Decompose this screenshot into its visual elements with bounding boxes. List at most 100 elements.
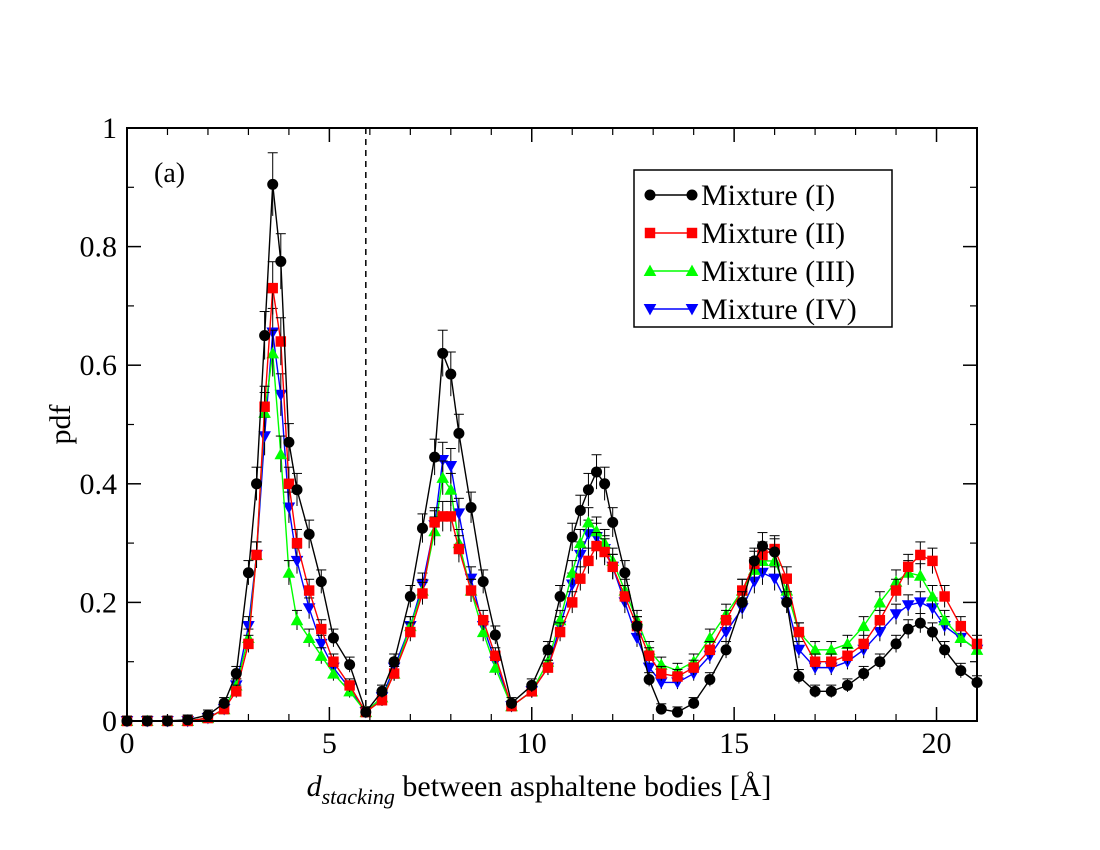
legend-item: Mixture (III) [643, 255, 855, 288]
data-point [575, 573, 586, 584]
data-point [704, 644, 716, 656]
data-point [574, 536, 587, 549]
data-point [926, 626, 938, 638]
data-point [873, 596, 887, 608]
data-point [388, 656, 400, 668]
ticks-layer: 0 5 10 15 20 0 0.2 0.4 0.6 0.8 1 [80, 112, 977, 760]
data-point [809, 685, 821, 697]
data-point [327, 667, 340, 679]
data-point [703, 631, 717, 644]
x-tick-label: 0 [120, 727, 135, 760]
data-point [719, 626, 733, 639]
data-point [417, 588, 428, 599]
data-point [748, 555, 760, 567]
legend-marker [644, 227, 656, 239]
data-point [955, 620, 967, 632]
legend-item: Mixture (I) [644, 179, 835, 212]
data-point [429, 451, 441, 463]
data-point [267, 282, 278, 294]
data-point [231, 686, 242, 697]
y-tick-label: 0.4 [80, 468, 118, 501]
data-point [656, 668, 667, 679]
data-point [809, 656, 821, 667]
data-point [874, 614, 886, 626]
data-point [291, 484, 303, 496]
data-point [282, 566, 296, 578]
data-point [824, 643, 838, 655]
y-tick-label: 0 [102, 705, 117, 738]
data-point [290, 613, 304, 626]
data-point [955, 665, 967, 677]
legend-marker [643, 303, 657, 316]
data-point [436, 471, 450, 483]
data-point [465, 585, 477, 596]
data-point [914, 597, 927, 609]
legend-label: Mixture (IV) [701, 293, 857, 326]
data-point [315, 576, 327, 588]
data-point [737, 585, 748, 596]
data-point [874, 656, 886, 668]
data-point [283, 436, 295, 448]
data-point [769, 546, 781, 558]
data-point [599, 478, 611, 490]
data-point [283, 478, 295, 490]
data-point [242, 567, 254, 579]
data-point [643, 673, 655, 685]
data-point [437, 511, 448, 522]
legend-marker [643, 264, 657, 277]
data-point [290, 555, 304, 568]
legend-item: Mixture (II) [644, 217, 845, 250]
data-point [574, 504, 586, 516]
data-point [889, 609, 903, 621]
legend: Mixture (I) Mixture (II) Mixture (III) Mixt… [633, 169, 893, 328]
legend-label: Mixture (II) [701, 217, 845, 250]
data-point [607, 516, 619, 528]
data-point [826, 656, 837, 667]
data-point [654, 677, 668, 689]
data-point [344, 680, 355, 691]
data-point [453, 427, 465, 439]
legend-box [633, 169, 893, 328]
y-tick-label: 1 [102, 112, 117, 145]
legend-marker [685, 264, 699, 277]
data-point [655, 703, 667, 715]
y-tick-label: 0.8 [80, 231, 118, 264]
x-axis-label-rest: between asphaltene bodies [Å] [395, 770, 772, 803]
data-point [768, 573, 781, 586]
data-point [914, 569, 927, 581]
data-point [858, 668, 870, 680]
data-point [583, 555, 594, 567]
data-point [388, 668, 400, 679]
data-point [926, 603, 939, 615]
data-point [688, 662, 699, 673]
series-layer [120, 152, 984, 728]
data-point [582, 484, 594, 496]
legend-marker [644, 189, 656, 201]
x-tick-label: 5 [322, 727, 337, 760]
data-point [720, 644, 732, 656]
data-point [376, 695, 388, 706]
data-point [901, 600, 915, 612]
data-point [643, 650, 655, 661]
data-point [591, 466, 603, 478]
data-point [792, 644, 806, 657]
data-point [566, 531, 578, 543]
data-point [857, 619, 870, 632]
data-point [444, 460, 458, 473]
data-point [328, 656, 339, 667]
legend-marker [685, 303, 699, 316]
data-point [218, 697, 230, 709]
data-point [274, 447, 288, 460]
data-point [182, 714, 194, 726]
data-point [489, 629, 501, 641]
data-point [873, 626, 887, 639]
data-point [720, 614, 732, 626]
data-point [243, 638, 254, 650]
data-point [477, 614, 489, 626]
data-point [939, 644, 951, 656]
x-tick-label: 10 [517, 727, 547, 760]
data-point [376, 685, 388, 697]
data-point [748, 576, 761, 588]
data-point [954, 631, 968, 644]
